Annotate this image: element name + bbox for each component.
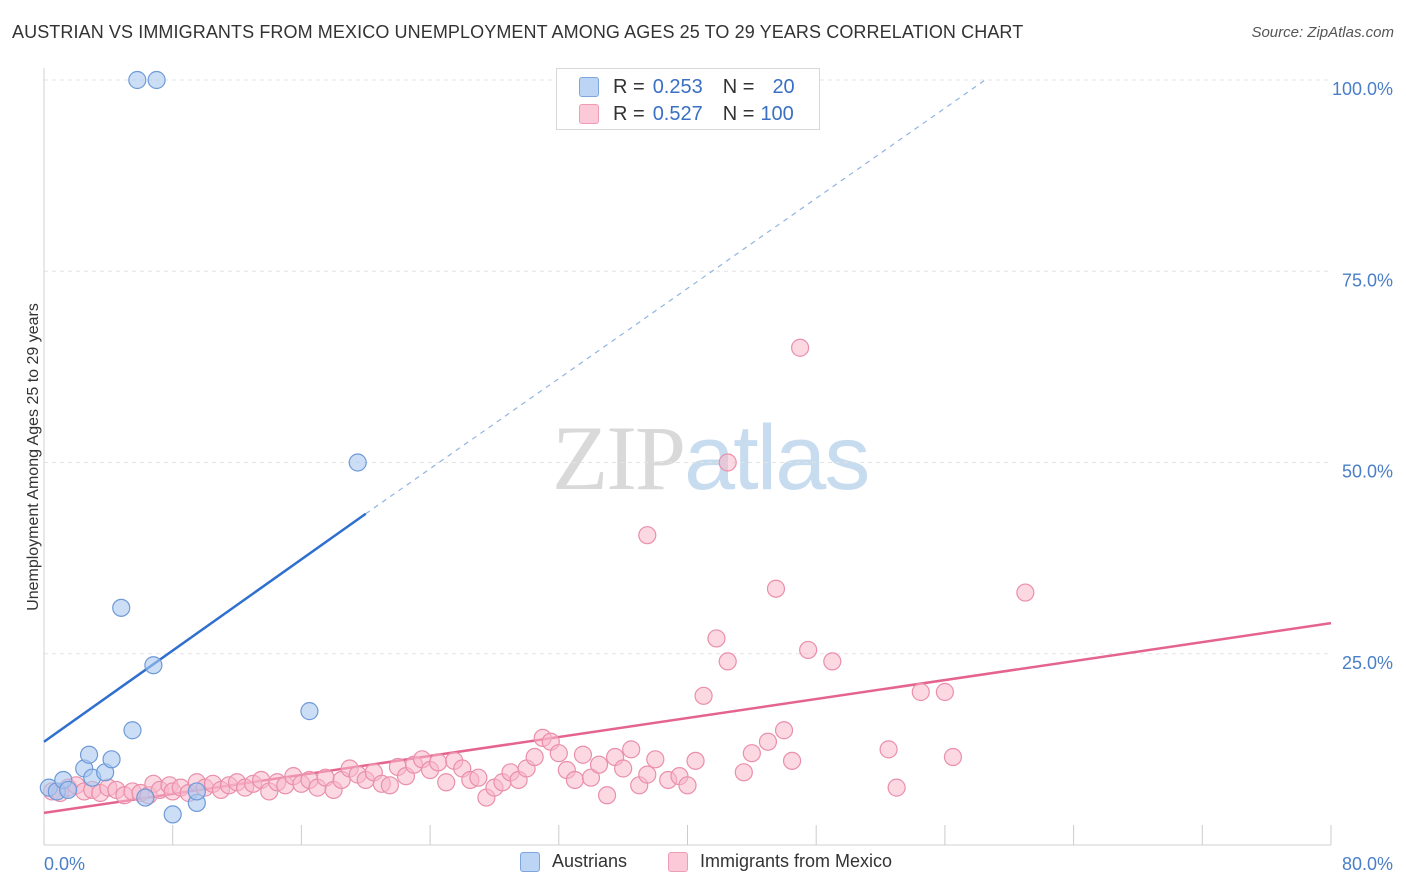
series-legend-austrians[interactable]: Austrians — [520, 851, 627, 872]
point-mexico — [614, 759, 633, 778]
point-mexico — [646, 750, 665, 769]
chart-title: AUSTRIAN VS IMMIGRANTS FROM MEXICO UNEMP… — [12, 22, 1024, 42]
point-mexico — [429, 753, 448, 772]
point-mexico — [718, 652, 737, 671]
point-austrians — [300, 702, 319, 721]
point-austrians — [123, 721, 142, 740]
point-mexico — [549, 744, 568, 763]
series-legend: Austrians Immigrants from Mexico — [0, 851, 1406, 877]
point-austrians — [147, 70, 166, 90]
point-mexico — [686, 751, 705, 770]
point-mexico — [799, 640, 818, 660]
series-label-mexico: Immigrants from Mexico — [700, 851, 893, 871]
point-mexico — [791, 338, 810, 357]
point-austrians — [79, 745, 99, 764]
point-mexico — [589, 755, 609, 774]
x-tick-label: 80.0% — [1342, 854, 1393, 874]
y-tick-label: 25.0% — [1342, 653, 1393, 673]
legend-r-value-mexico: 0.527 — [652, 102, 703, 125]
point-mexico — [638, 765, 657, 784]
legend-n-label: N = — [722, 75, 755, 98]
point-mexico — [911, 682, 930, 702]
point-mexico — [734, 763, 753, 782]
watermark: ZIPatlas — [552, 405, 870, 511]
legend-swatch-austrians — [579, 77, 599, 97]
point-austrians — [136, 788, 155, 807]
point-mexico — [879, 740, 898, 759]
y-tick-label: 100.0% — [1332, 79, 1393, 99]
legend-n-value-mexico: 100 — [760, 102, 794, 125]
point-mexico — [943, 747, 963, 767]
x-tick-label: 0.0% — [44, 854, 85, 874]
watermark-zip: ZIP — [552, 407, 686, 509]
legend-r-value-austrians: 0.253 — [652, 75, 703, 98]
correlation-legend: R = 0.253 N = 20 R = 0.527 N = 100 — [556, 68, 820, 130]
point-mexico — [573, 745, 593, 764]
point-mexico — [437, 773, 456, 792]
legend-swatch-mexico — [579, 104, 599, 124]
series-swatch-mexico — [668, 851, 688, 872]
trendline-austrians-extension — [365, 79, 986, 515]
point-mexico — [638, 526, 657, 545]
point-austrians — [102, 750, 121, 769]
point-mexico — [565, 770, 584, 790]
point-mexico — [597, 786, 617, 805]
point-mexico — [758, 732, 778, 751]
axis-layer — [43, 68, 1332, 846]
point-mexico — [766, 579, 786, 598]
legend-row-mexico: R = 0.527 N = 100 — [579, 101, 794, 127]
legend-r-label: R = — [613, 102, 645, 125]
point-mexico — [678, 776, 697, 795]
point-mexico — [694, 686, 713, 705]
y-axis-title: Unemployment Among Ages 25 to 29 years — [25, 303, 42, 611]
point-mexico — [380, 776, 399, 795]
legend-row-austrians: R = 0.253 N = 20 — [579, 74, 795, 100]
series-swatch-austrians — [520, 851, 540, 872]
point-mexico — [887, 778, 906, 797]
point-mexico — [782, 751, 802, 770]
points-immigrants-from-mexico — [42, 338, 1035, 807]
series-label-austrians: Austrians — [552, 851, 628, 871]
point-austrians — [112, 598, 131, 617]
point-mexico — [774, 721, 794, 740]
point-mexico — [622, 740, 641, 759]
legend-n-label: N = — [722, 102, 755, 125]
legend-r-label: R = — [613, 75, 645, 98]
point-mexico — [469, 768, 488, 787]
trend-layer — [43, 79, 1332, 815]
point-austrians — [128, 70, 147, 90]
point-mexico — [823, 652, 842, 671]
y-tick-label: 75.0% — [1342, 270, 1393, 290]
label-layer: 25.0% 50.0% 75.0% 100.0% 0.0% 80.0% Unemployme… — [25, 79, 1393, 874]
point-mexico — [935, 682, 955, 702]
point-mexico — [581, 768, 601, 787]
points-austrians — [39, 70, 367, 824]
point-austrians — [348, 453, 367, 472]
grid-layer — [44, 79, 1331, 655]
point-mexico — [1016, 583, 1035, 602]
y-tick-label: 50.0% — [1342, 462, 1393, 482]
point-austrians — [59, 780, 78, 800]
point-mexico — [718, 453, 737, 472]
point-mexico — [742, 744, 761, 763]
watermark-atlas: atlas — [684, 407, 870, 509]
point-austrians — [144, 656, 163, 675]
point-austrians — [187, 782, 206, 801]
point-mexico — [525, 747, 544, 767]
point-austrians — [163, 805, 182, 824]
trendline-austrians — [43, 512, 367, 743]
chart-source: Source: ZipAtlas.com — [1251, 24, 1394, 41]
legend-n-value-austrians: 20 — [772, 75, 795, 98]
series-legend-mexico[interactable]: Immigrants from Mexico — [668, 851, 892, 872]
point-mexico — [707, 629, 726, 648]
